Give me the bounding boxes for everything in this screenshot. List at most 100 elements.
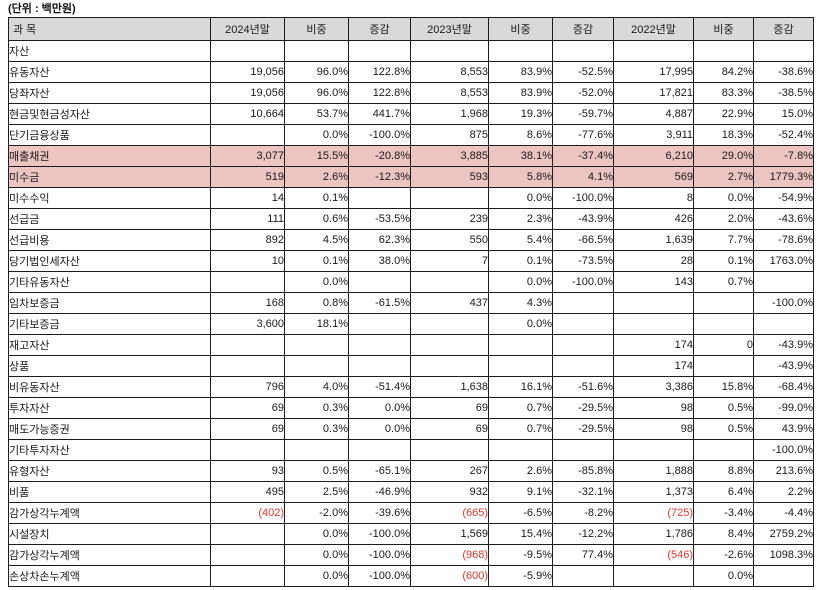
cell-value bbox=[210, 544, 285, 566]
cell-value: -9.5% bbox=[488, 544, 553, 566]
account-label: 미수수익 bbox=[8, 187, 211, 209]
cell-value: 796 bbox=[210, 376, 285, 398]
cell-value: 1,638 bbox=[410, 376, 489, 398]
table-row: 비품 495 2.5% -46.9% 932 9.1% -32.1% 1,373 6.4% 2.2… bbox=[8, 481, 814, 503]
cell-value: 18.3% bbox=[693, 124, 754, 146]
cell-value: 17,821 bbox=[613, 82, 694, 104]
table-row: 시설장치 0.0% -100.0% 1,569 15.4% -12.2% 1,786 8.4%… bbox=[8, 523, 814, 545]
cell-value: 98 bbox=[613, 418, 694, 440]
cell-value: 2.6% bbox=[488, 460, 553, 482]
cell-value: 53.7% bbox=[284, 103, 349, 125]
cell-value: 0.0% bbox=[348, 397, 411, 419]
table-row: 재고자산 174 0 -43.9% bbox=[8, 334, 814, 356]
cell-value: -54.9% bbox=[753, 187, 814, 209]
cell-value: 111 bbox=[210, 208, 285, 230]
header-2023-weight: 비중 bbox=[488, 17, 553, 41]
cell-value: 0.0% bbox=[693, 565, 754, 587]
cell-value: 1,968 bbox=[410, 103, 489, 125]
cell-value bbox=[552, 355, 614, 377]
cell-value: 0.5% bbox=[284, 460, 349, 482]
cell-value: 3,911 bbox=[613, 124, 694, 146]
cell-value: 10 bbox=[210, 250, 285, 272]
cell-value: 8.8% bbox=[693, 460, 754, 482]
cell-value bbox=[348, 271, 411, 293]
cell-value: -5.9% bbox=[488, 565, 553, 587]
cell-value: 0.7% bbox=[488, 418, 553, 440]
cell-value: 15.4% bbox=[488, 523, 553, 545]
cell-value: 426 bbox=[613, 208, 694, 230]
cell-value: 14 bbox=[210, 187, 285, 209]
cell-value: 0.1% bbox=[693, 250, 754, 272]
cell-value: -100.0% bbox=[753, 439, 814, 461]
cell-value: 0.0% bbox=[284, 271, 349, 293]
cell-value bbox=[613, 565, 694, 587]
table-row: 미수금 519 2.6% -12.3% 593 5.8% 4.1% 569 2.7% 1779.3… bbox=[8, 166, 814, 188]
cell-value: 16.1% bbox=[488, 376, 553, 398]
table-header: 과 목 2024년말 비중 증감 2023년말 비중 증감 2022년말 비중 … bbox=[8, 17, 814, 41]
table-row: 감가상각누계액 (402) -2.0% -39.6% (665) -6.5% -8.2% (7… bbox=[8, 502, 814, 524]
header-2024-weight: 비중 bbox=[284, 17, 349, 41]
cell-value: -51.4% bbox=[348, 376, 411, 398]
cell-value: 174 bbox=[613, 334, 694, 356]
cell-value bbox=[410, 313, 489, 335]
cell-value: -68.4% bbox=[753, 376, 814, 398]
cell-value: 213.6% bbox=[753, 460, 814, 482]
header-2024-change: 증감 bbox=[348, 17, 411, 41]
cell-value: 98 bbox=[613, 397, 694, 419]
cell-value: 437 bbox=[410, 292, 489, 314]
account-label: 선급금 bbox=[8, 208, 211, 230]
cell-value: 1779.3% bbox=[753, 166, 814, 188]
cell-value bbox=[348, 40, 411, 62]
header-row: 과 목 2024년말 비중 증감 2023년말 비중 증감 2022년말 비중 … bbox=[8, 17, 814, 41]
table-row: 투자자산 69 0.3% 0.0% 69 0.7% -29.5% 98 0.5% -99.0% bbox=[8, 397, 814, 419]
table-row: 미수수익 14 0.1% 0.0% -100.0% 8 0.0% -54.9% bbox=[8, 187, 814, 209]
cell-value bbox=[753, 40, 814, 62]
cell-value: 1,569 bbox=[410, 523, 489, 545]
cell-value bbox=[210, 355, 285, 377]
cell-value bbox=[210, 271, 285, 293]
account-label: 당좌자산 bbox=[8, 82, 211, 104]
account-label: 자산 bbox=[8, 40, 211, 62]
cell-value: -32.1% bbox=[552, 481, 614, 503]
cell-value: 1,639 bbox=[613, 229, 694, 251]
cell-value: 875 bbox=[410, 124, 489, 146]
cell-value: 19,056 bbox=[210, 82, 285, 104]
account-label: 비품 bbox=[8, 481, 211, 503]
cell-value: (546) bbox=[613, 544, 694, 566]
cell-value: 2759.2% bbox=[753, 523, 814, 545]
cell-value: 3,077 bbox=[210, 145, 285, 167]
cell-value bbox=[613, 313, 694, 335]
account-label: 감가상각누계액 bbox=[8, 544, 211, 566]
cell-value: -78.6% bbox=[753, 229, 814, 251]
cell-value: 96.0% bbox=[284, 82, 349, 104]
cell-value: 9.1% bbox=[488, 481, 553, 503]
cell-value: -100.0% bbox=[348, 544, 411, 566]
account-label: 시설장치 bbox=[8, 523, 211, 545]
cell-value bbox=[348, 313, 411, 335]
cell-value bbox=[210, 124, 285, 146]
account-label: 기타투자자산 bbox=[8, 439, 211, 461]
account-label: 재고자산 bbox=[8, 334, 211, 356]
cell-value: 15.5% bbox=[284, 145, 349, 167]
cell-value bbox=[348, 355, 411, 377]
cell-value: 29.0% bbox=[693, 145, 754, 167]
cell-value: (402) bbox=[210, 502, 285, 524]
cell-value: 77.4% bbox=[552, 544, 614, 566]
table-row: 단기금융상품 0.0% -100.0% 875 8.6% -77.6% 3,911 18.3%… bbox=[8, 124, 814, 146]
cell-value: 0 bbox=[693, 334, 754, 356]
cell-value: 6.4% bbox=[693, 481, 754, 503]
cell-value bbox=[613, 292, 694, 314]
table-row: 기타보증금 3,600 18.1% 0.0% bbox=[8, 313, 814, 335]
cell-value: -43.6% bbox=[753, 208, 814, 230]
cell-value: -46.9% bbox=[348, 481, 411, 503]
cell-value bbox=[210, 565, 285, 587]
cell-value: -20.8% bbox=[348, 145, 411, 167]
account-label: 선급비용 bbox=[8, 229, 211, 251]
cell-value: -4.4% bbox=[753, 502, 814, 524]
cell-value bbox=[693, 313, 754, 335]
cell-value: (600) bbox=[410, 565, 489, 587]
account-label: 기타유동자산 bbox=[8, 271, 211, 293]
table-row: 비유동자산 796 4.0% -51.4% 1,638 16.1% -51.6% 3,386 1… bbox=[8, 376, 814, 398]
cell-value: -8.2% bbox=[552, 502, 614, 524]
cell-value bbox=[348, 439, 411, 461]
